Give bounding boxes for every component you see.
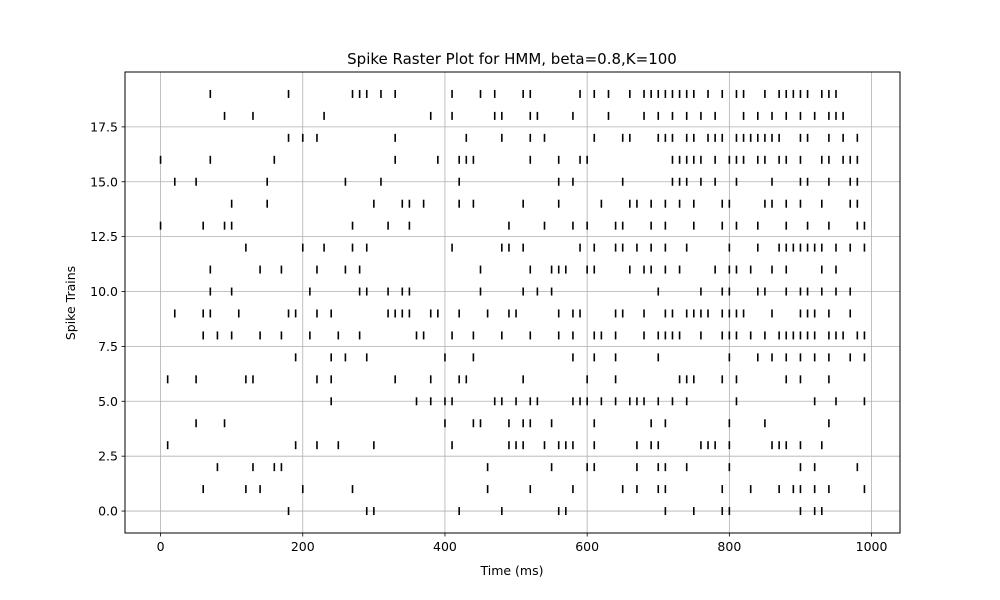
x-tick-label: 800 (717, 539, 741, 554)
x-tick-label: 0 (157, 539, 165, 554)
y-tick-label: 7.5 (98, 339, 118, 354)
y-tick-label: 0.0 (98, 504, 118, 519)
x-axis-ticks: 0 200 400 600 800 1000 (157, 533, 888, 554)
x-tick-label: 200 (291, 539, 315, 554)
y-tick-label: 5.0 (98, 394, 118, 409)
y-tick-label: 10.0 (90, 284, 118, 299)
y-axis-ticks: 0.0 2.5 5.0 7.5 10.0 12.5 15.0 17.5 (90, 119, 125, 519)
y-tick-label: 12.5 (90, 229, 118, 244)
x-tick-label: 1000 (856, 539, 888, 554)
y-tick-label: 2.5 (98, 449, 118, 464)
axes-frame (124, 71, 901, 534)
x-axis-label: Time (ms) (479, 563, 543, 578)
x-tick-label: 600 (575, 539, 599, 554)
y-axis-label: Spike Trains (63, 266, 78, 340)
x-tick-label: 400 (433, 539, 457, 554)
chart-title: Spike Raster Plot for HMM, beta=0.8,K=10… (347, 50, 677, 68)
grid (125, 72, 900, 533)
y-tick-label: 15.0 (90, 174, 118, 189)
y-tick-label: 17.5 (90, 119, 118, 134)
spike-marks (159, 89, 866, 516)
